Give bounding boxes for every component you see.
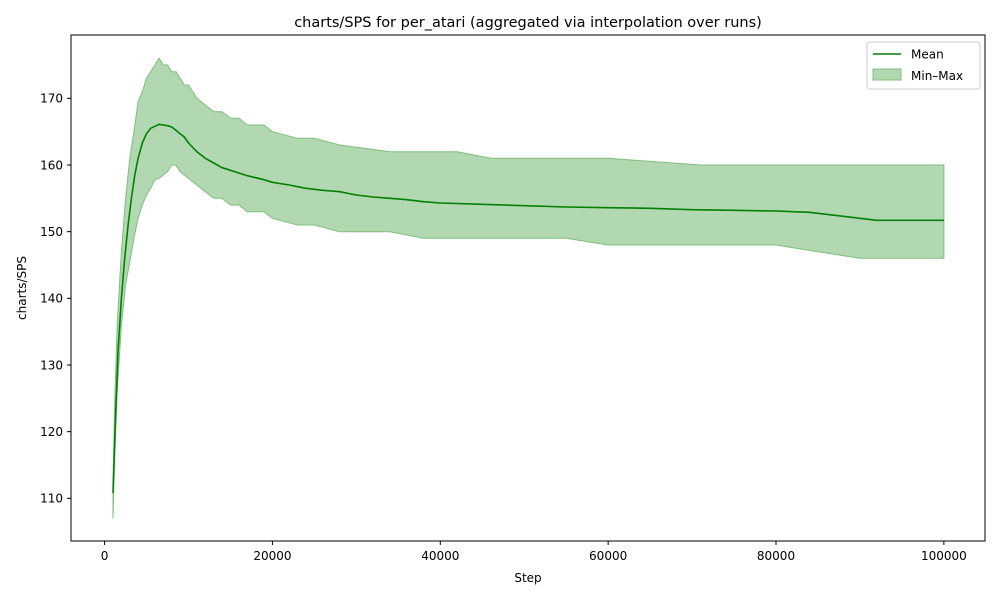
- y-axis-label: charts/SPS: [15, 256, 29, 320]
- x-tick-label: 20000: [253, 549, 291, 563]
- plot-frame: [70, 34, 986, 542]
- legend-minmax-swatch: [872, 68, 902, 81]
- x-axis-label: Step: [514, 571, 541, 585]
- y-tick-label: 170: [40, 92, 63, 106]
- legend-minmax-label: Min–Max: [911, 69, 963, 83]
- y-tick-label: 110: [40, 492, 63, 506]
- x-tick-label: 0: [101, 549, 109, 563]
- x-tick-label: 100000: [921, 549, 967, 563]
- x-tick-label: 60000: [589, 549, 627, 563]
- plot-area: [112, 57, 945, 519]
- legend-mean-label: Mean: [911, 48, 944, 62]
- y-tick-label: 140: [40, 292, 63, 306]
- y-tick-label: 120: [40, 425, 63, 439]
- y-tick-label: 160: [40, 158, 63, 172]
- series-minmax-band: [112, 57, 945, 519]
- y-tick-label: 150: [40, 225, 63, 239]
- x-tick-label: 40000: [421, 549, 459, 563]
- y-tick-label: 130: [40, 358, 63, 372]
- x-tick-label: 80000: [757, 549, 795, 563]
- chart-title: charts/SPS for per_atari (aggregated via…: [294, 15, 762, 31]
- x-axis: 0 20000 40000 60000 80000 100000: [101, 541, 967, 563]
- y-axis: 110 120 130 140 150 160 170: [40, 92, 71, 506]
- legend: Mean Min–Max: [866, 41, 981, 90]
- series-mean-line: [112, 123, 944, 494]
